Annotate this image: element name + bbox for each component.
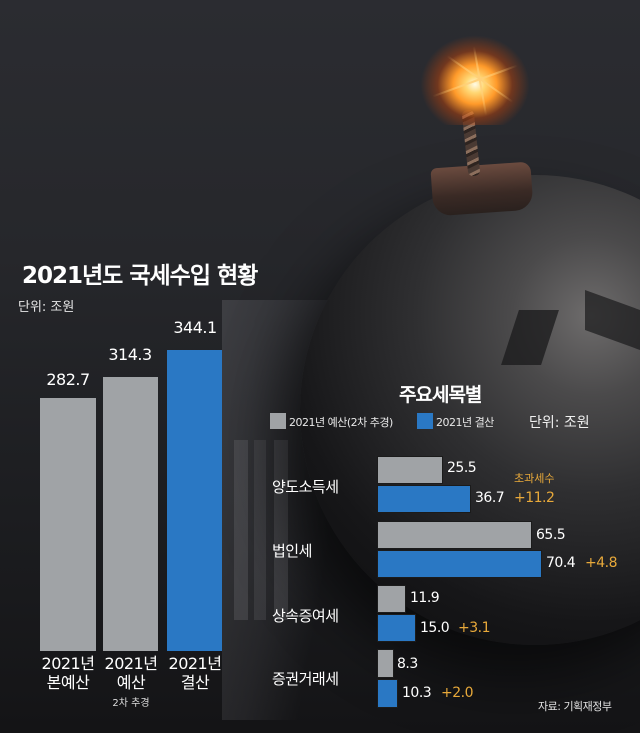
hbar-actual (377, 614, 416, 642)
category-label: 법인세 (272, 542, 312, 560)
bar-value: 70.4 (546, 555, 576, 571)
bar-value: 36.7 (475, 490, 505, 506)
bar-value: 344.1 (173, 318, 217, 337)
bomb-mark (501, 310, 559, 365)
diff-value: +11.2 (514, 490, 555, 506)
unit-label: 단위: 조원 (529, 415, 590, 431)
legend-swatch-actual (417, 413, 433, 429)
bar-label: 2021년 (41, 654, 95, 673)
bar-value: 15.0 (420, 620, 450, 636)
bar-label: 2021년 (168, 654, 222, 673)
legend-label: 2021년 예산(2차 추경) (289, 416, 393, 429)
bar-label: 본예산 (46, 673, 90, 692)
spark-icon (420, 35, 530, 125)
bar-value: 314.3 (108, 345, 152, 364)
bar-value: 10.3 (402, 685, 432, 701)
bar-label: 예산 (116, 673, 146, 692)
hbar-budget (377, 521, 532, 549)
unit-label: 단위: 조원 (18, 300, 75, 315)
bar-2021-original-budget (40, 398, 96, 651)
hbar-budget (377, 456, 443, 484)
category-label: 증권거래세 (272, 670, 339, 688)
category-label: 상속증여세 (272, 607, 339, 625)
hbar-actual (377, 679, 398, 708)
diff-value: +2.0 (441, 685, 474, 701)
bar-2021-settlement (167, 350, 222, 651)
chart-title: 주요세목별 (399, 384, 482, 406)
legend-label: 2021년 결산 (436, 416, 494, 429)
bar-2021-revised-budget (103, 377, 158, 651)
bar-value: 11.9 (410, 590, 440, 606)
bar-sublabel: 2차 추경 (112, 698, 150, 709)
diff-value: +3.1 (458, 620, 491, 636)
fuse (461, 109, 481, 177)
bar-label: 2021년 (104, 654, 158, 673)
bar-label: 결산 (180, 673, 210, 692)
hbar-actual (377, 485, 471, 513)
bar-value: 282.7 (46, 370, 90, 389)
hbar-actual (377, 550, 542, 578)
city-skyline (222, 440, 332, 620)
hbar-budget (377, 649, 394, 678)
legend-swatch-budget (270, 413, 286, 429)
excess-tax-label: 초과세수 (514, 472, 555, 485)
category-label: 양도소득세 (272, 478, 339, 496)
diff-value: +4.8 (585, 555, 618, 571)
hbar-budget (377, 585, 406, 613)
bar-value: 25.5 (447, 460, 477, 476)
bomb-cap (430, 161, 534, 217)
spark-ray (472, 46, 488, 116)
spark-ray (432, 64, 518, 98)
bar-value: 65.5 (536, 527, 566, 543)
chart-title: 2021년도 국세수입 현황 (22, 263, 258, 289)
bar-value: 8.3 (397, 656, 418, 672)
source-note: 자료: 기획재정부 (538, 700, 612, 713)
spark-ray (446, 55, 514, 103)
light-beam (222, 300, 362, 720)
bomb-mark (585, 289, 640, 351)
